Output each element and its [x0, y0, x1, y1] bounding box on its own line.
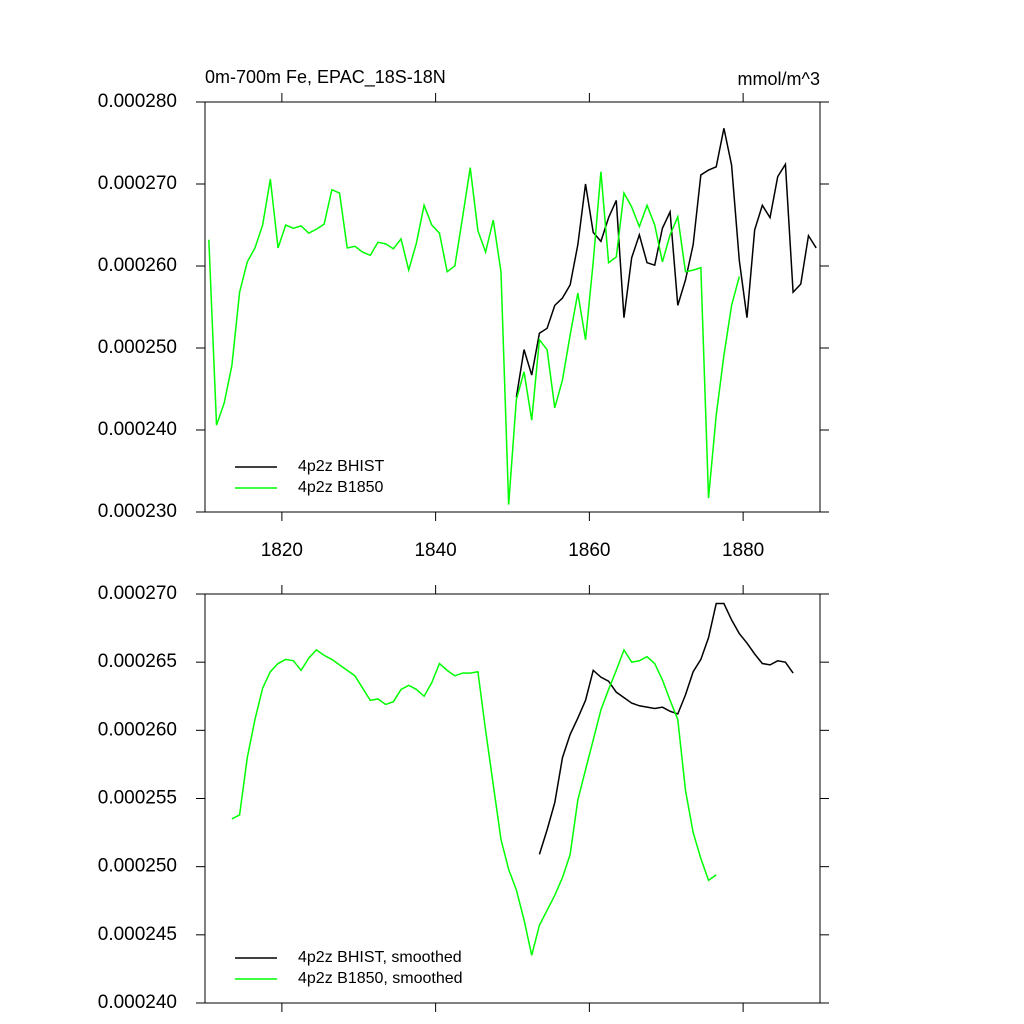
x-tick-label: 1840	[414, 540, 456, 561]
units-label: mmol/m^3	[738, 69, 820, 89]
plot-frame	[204, 101, 821, 513]
plot-frame	[204, 593, 821, 1004]
x-tick-label: 1820	[261, 540, 303, 561]
y-tick-label: 0.000260	[98, 719, 177, 740]
y-tick-label: 0.000240	[98, 419, 177, 440]
chart-title: 0m-700m Fe, EPAC_18S-18N	[205, 67, 446, 88]
y-tick-label: 0.000260	[98, 255, 177, 276]
legend-label: 4p2z BHIST	[298, 458, 384, 475]
y-tick-label: 0.000270	[98, 173, 177, 194]
x-tick-label: 1860	[568, 540, 610, 561]
y-tick-label: 0.000230	[98, 501, 177, 522]
series-line	[538, 602, 794, 855]
y-tick-label: 0.000250	[98, 337, 177, 358]
y-tick-label: 0.000245	[98, 924, 177, 945]
y-tick-label: 0.000240	[98, 992, 177, 1013]
legend-label: 4p2z B1850	[298, 479, 384, 496]
series-line	[208, 167, 741, 505]
legend-label: 4p2z B1850, smoothed	[298, 970, 463, 987]
x-tick-label: 1880	[722, 540, 764, 561]
y-tick-label: 0.000280	[98, 91, 177, 112]
legend-label: 4p2z BHIST, smoothed	[298, 949, 462, 966]
series-line	[515, 128, 817, 398]
y-tick-label: 0.000250	[98, 856, 177, 877]
y-tick-label: 0.000270	[98, 583, 177, 604]
y-tick-label: 0.000255	[98, 788, 177, 809]
series-line	[231, 648, 717, 956]
y-tick-label: 0.000265	[98, 651, 177, 672]
